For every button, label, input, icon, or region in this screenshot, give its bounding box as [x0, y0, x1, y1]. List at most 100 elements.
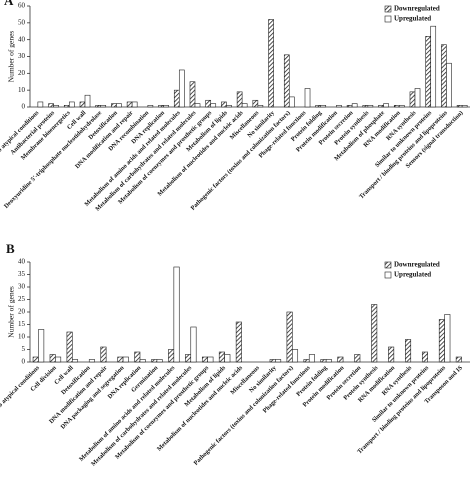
bar: [88, 359, 95, 363]
bar: [388, 346, 395, 363]
y-tick-label: 10: [18, 86, 26, 94]
bar: [315, 105, 322, 108]
bar: [100, 346, 107, 363]
bar: [362, 105, 369, 108]
legend-label: Upregulated: [394, 15, 431, 23]
bar: [158, 105, 164, 108]
y-tick-label: 20: [18, 69, 26, 77]
bar: [325, 359, 332, 363]
bar: [269, 359, 276, 363]
bar: [178, 69, 185, 108]
legend-label: Downregulated: [394, 261, 440, 269]
bar: [226, 105, 232, 108]
bar: [66, 331, 73, 363]
bar: [48, 103, 54, 108]
bar: [398, 105, 405, 108]
bar: [446, 62, 452, 108]
bar: [126, 101, 133, 108]
bar: [275, 359, 282, 363]
y-tick-label: 30: [18, 52, 26, 60]
bar: [421, 351, 428, 363]
bar: [151, 359, 158, 363]
bar: [53, 105, 59, 108]
x-tick-label: Adaptation to atypical conditions: [0, 364, 41, 433]
bar: [425, 35, 432, 108]
bar: [84, 94, 91, 108]
legend-label: Upregulated: [394, 271, 431, 279]
bar: [337, 356, 344, 363]
bar: [252, 99, 259, 108]
bar: [320, 105, 327, 108]
bar: [49, 354, 56, 363]
bar: [292, 349, 299, 363]
legend-label: Downregulated: [394, 5, 440, 13]
bar: [414, 88, 421, 108]
bar: [163, 105, 169, 108]
bar: [430, 25, 437, 108]
bar: [303, 359, 310, 363]
y-tick-label: 40: [18, 258, 26, 266]
y-tick-label: 0: [22, 358, 26, 366]
bar: [201, 356, 208, 363]
bar: [354, 354, 361, 363]
bar: [320, 359, 327, 363]
y-tick-label: 10: [18, 333, 26, 341]
bar: [304, 88, 311, 108]
bar: [268, 19, 274, 108]
bar: [100, 105, 107, 108]
bar: [441, 44, 447, 108]
bar: [194, 103, 201, 108]
bar: [456, 105, 463, 108]
bar: [173, 266, 180, 363]
y-tick-label: 5: [22, 345, 26, 353]
bar: [207, 356, 214, 363]
bar: [190, 326, 197, 363]
bar: [189, 81, 196, 108]
y-tick-label: 35: [18, 270, 26, 278]
bar: [438, 319, 445, 363]
bar: [139, 359, 146, 363]
bar: [393, 105, 400, 108]
bar: [235, 321, 242, 363]
bar: [79, 101, 86, 108]
bar: [111, 103, 117, 108]
bar: [55, 356, 62, 363]
bar: [63, 105, 70, 108]
legend-swatch: [384, 15, 392, 23]
bar: [241, 103, 248, 108]
bar: [37, 101, 44, 108]
bar: [405, 339, 412, 363]
bar: [38, 329, 45, 363]
bar: [257, 105, 264, 108]
bar: [308, 354, 315, 363]
bar: [116, 103, 122, 108]
legend-swatch: [384, 261, 392, 269]
bar: [32, 356, 39, 363]
y-tick-label: 20: [18, 308, 26, 316]
bar: [288, 96, 295, 108]
bar: [173, 89, 180, 108]
bar: [461, 105, 468, 108]
y-tick-label: 25: [18, 295, 26, 303]
bar: [383, 103, 389, 108]
panel-title: B: [6, 241, 15, 256]
panel-title: A: [4, 0, 14, 8]
bar: [205, 99, 212, 108]
bar: [283, 54, 290, 108]
bar: [131, 101, 138, 108]
bar: [168, 349, 175, 363]
bar: [156, 359, 163, 363]
bar: [122, 356, 129, 363]
legend-swatch: [384, 5, 392, 13]
bar: [221, 101, 227, 108]
bar: [371, 304, 378, 363]
bar: [444, 314, 451, 363]
bar: [378, 105, 384, 108]
y-tick-label: 0: [22, 103, 26, 111]
bar: [367, 105, 374, 108]
bar: [185, 354, 192, 363]
bar: [409, 91, 416, 108]
bar: [95, 105, 102, 108]
y-tick-label: 15: [18, 320, 26, 328]
